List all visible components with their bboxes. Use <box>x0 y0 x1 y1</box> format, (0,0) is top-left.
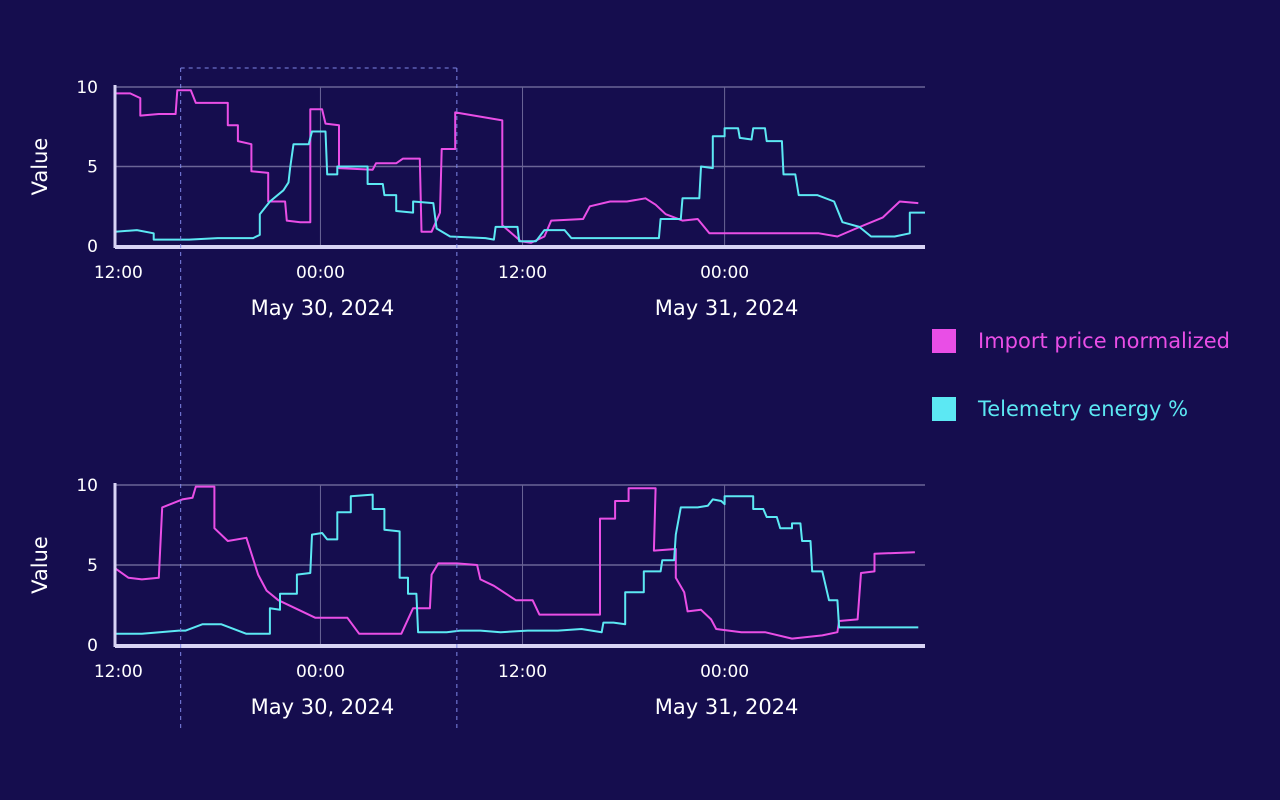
legend-swatch-telemetry <box>932 397 956 421</box>
x-tick-label: 00:00 <box>296 662 345 682</box>
x-tick-label: 12:00 <box>94 662 143 682</box>
y-tick-label: 10 <box>76 78 98 98</box>
x-tick-label: 00:00 <box>296 263 345 283</box>
x-date-label: May 30, 2024 <box>251 695 395 719</box>
x-tick-label: 12:00 <box>498 263 547 283</box>
legend-label-import: Import price normalized <box>978 329 1230 353</box>
series-line-telemetry <box>115 493 919 635</box>
legend-item-telemetry[interactable]: Telemetry energy % <box>932 397 1188 421</box>
y-tick-label: 5 <box>87 556 98 576</box>
series-line-import <box>114 485 915 640</box>
x-tick-label: 12:00 <box>94 263 143 283</box>
y-tick-label: 10 <box>76 476 98 496</box>
legend-label-telemetry: Telemetry energy % <box>978 397 1189 421</box>
series-line-import <box>115 89 919 244</box>
y-tick-label: 0 <box>87 237 98 257</box>
legend-swatch-import <box>932 329 956 353</box>
x-date-label: May 30, 2024 <box>251 296 395 320</box>
x-date-label: May 31, 2024 <box>655 296 799 320</box>
series-line-telemetry <box>114 127 925 243</box>
legend-item-import[interactable]: Import price normalized <box>932 329 1230 353</box>
x-tick-label: 12:00 <box>498 662 547 682</box>
y-tick-label: 0 <box>87 636 98 656</box>
x-tick-label: 00:00 <box>700 263 749 283</box>
y-tick-label: 5 <box>87 158 98 178</box>
y-axis-label: Value <box>28 138 52 196</box>
x-tick-label: 00:00 <box>700 662 749 682</box>
y-axis-label: Value <box>28 536 52 594</box>
x-date-label: May 31, 2024 <box>655 695 799 719</box>
